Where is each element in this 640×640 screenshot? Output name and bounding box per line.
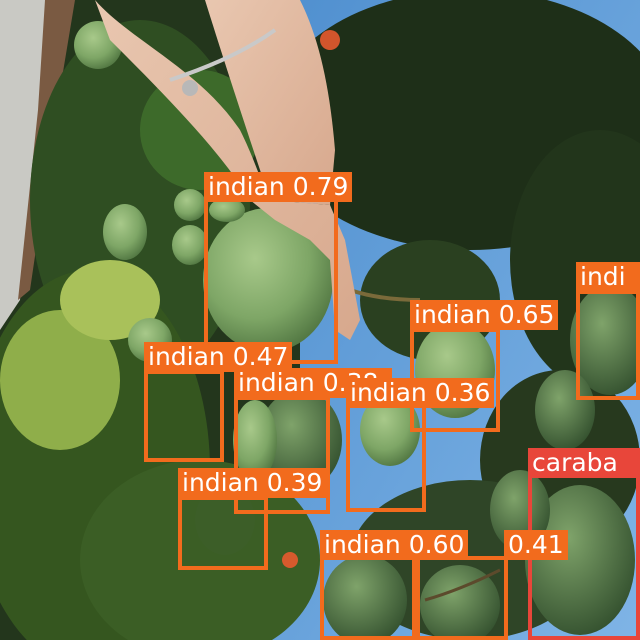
detection-label: indian 0.36 (346, 378, 495, 408)
detection-label: indian 0.47 (144, 342, 293, 372)
detection-label: 0.41 (504, 530, 568, 560)
detection-box (320, 556, 416, 640)
detection-label: indian 0.65 (410, 300, 559, 330)
detection-box (204, 196, 338, 364)
detection-box (178, 496, 268, 570)
detection-label: caraba (528, 448, 640, 478)
detection-box (576, 290, 640, 400)
detection-label: indian 0.79 (204, 172, 353, 202)
detection-label: indian 0.39 (178, 468, 327, 498)
detection-box (346, 404, 426, 512)
detection-box (416, 556, 508, 640)
detection-box (234, 396, 330, 514)
detection-box (144, 370, 224, 462)
detection-label: indi (576, 262, 640, 292)
detection-label: indian 0.60 (320, 530, 469, 560)
